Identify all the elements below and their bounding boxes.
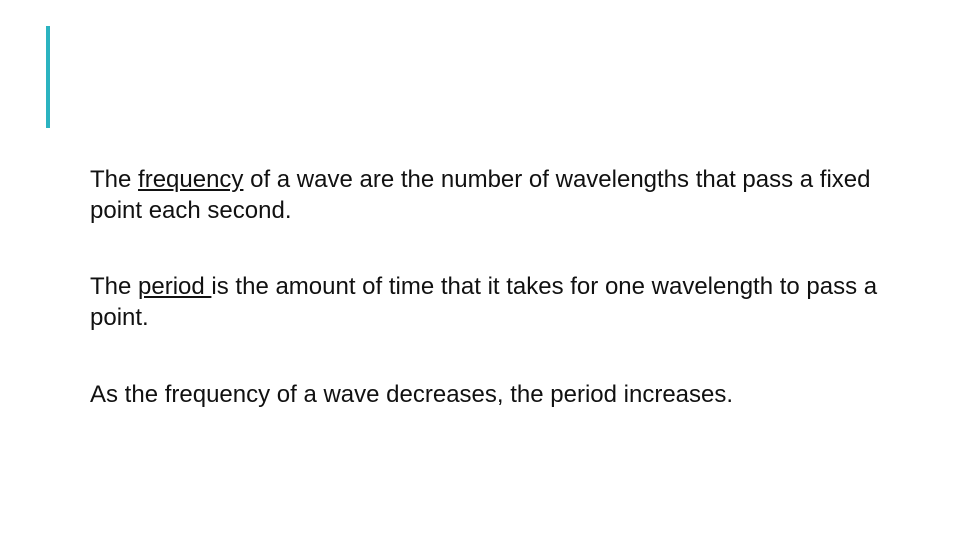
accent-bar: [46, 26, 50, 128]
slide-body: The frequency of a wave are the number o…: [90, 165, 890, 457]
underlined-term-frequency: frequency: [138, 166, 243, 193]
text-run: The: [90, 166, 138, 193]
paragraph-relationship: As the frequency of a wave decreases, th…: [90, 380, 890, 411]
paragraph-frequency: The frequency of a wave are the number o…: [90, 165, 890, 226]
text-run: As the frequency of a wave decreases, th…: [90, 381, 733, 408]
slide: The frequency of a wave are the number o…: [0, 0, 960, 540]
paragraph-period: The period is the amount of time that it…: [90, 272, 890, 333]
text-run: The: [90, 273, 138, 300]
underlined-term-period: period: [138, 273, 211, 300]
